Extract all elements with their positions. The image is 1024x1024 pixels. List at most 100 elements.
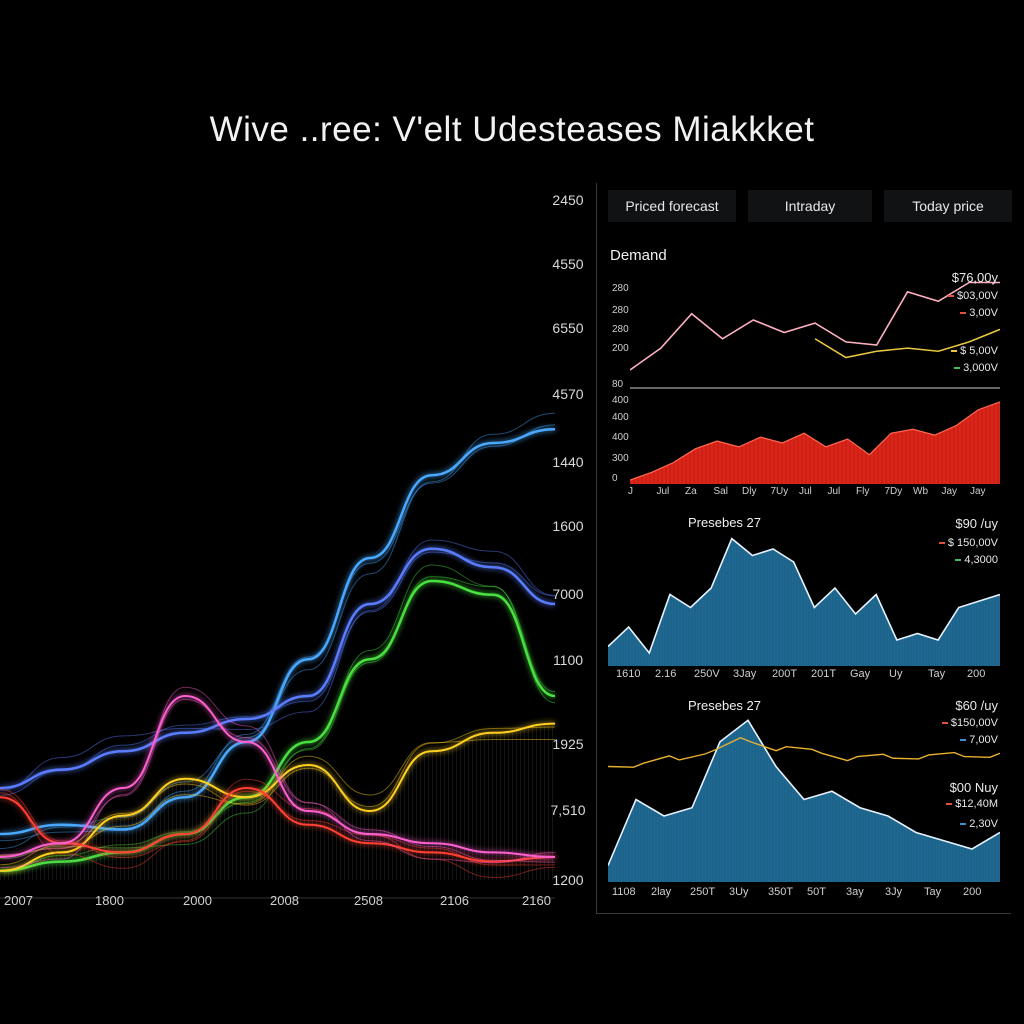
panel3-x-tick: 1610 [616, 668, 641, 680]
panel4-value-text: 7,00V [969, 734, 998, 746]
red-area-x-tick: Wb [913, 486, 928, 497]
red-area-y-tick: 400 [612, 432, 629, 443]
tab-priced-forecast[interactable]: Priced forecast [608, 190, 736, 222]
demand-value-text: 3,00V [969, 307, 998, 319]
panel4-value-top: 7,00V [960, 734, 998, 746]
left-series-echo-4-1 [0, 789, 556, 866]
left-y-tick: 1100 [552, 652, 584, 668]
red-area-x-tick: Dly [742, 486, 757, 497]
red-area-x-tick: Fly [856, 486, 870, 497]
red-area-x-tick: Jul [656, 486, 670, 497]
panel4-x-tick: 3Jy [885, 886, 903, 898]
left-y-tick: 1200 [552, 872, 584, 888]
panel3-x-tick: 250V [694, 668, 720, 680]
demand-value: $03,00V [948, 290, 998, 302]
left-y-tick: 7000 [552, 586, 584, 602]
left-y-tick: 1600 [552, 518, 584, 534]
panel3-value: $90 /uy [955, 516, 998, 531]
left-series-group [0, 412, 556, 899]
panel4-x-tick: 250T [690, 886, 716, 898]
panel3-value-text: 4,3000 [964, 554, 998, 566]
value-color-swatch [954, 367, 961, 370]
left-x-tick: 2000 [183, 893, 212, 908]
left-x-tick: 2007 [4, 893, 33, 908]
left-x-tick: 2508 [354, 893, 383, 908]
red-area-chart [630, 398, 1000, 484]
red-area-line [630, 401, 1000, 481]
page-title: Wive ..ree: V'elt Udesteases Miakkket [209, 110, 815, 149]
left-series-echo-1-2 [0, 539, 556, 791]
panel4-x-tick: 1108 [612, 886, 636, 898]
red-area-x-tick: 7Dy [884, 486, 903, 497]
panel4-value-text: $60 /uy [955, 698, 998, 713]
panel4-value-bottom: $00 Nuy [950, 780, 998, 795]
demand-y-tick: 280 [612, 283, 629, 294]
dashboard-panel [596, 183, 1011, 914]
panel3-x-tick: 2.16 [655, 668, 677, 680]
left-x-tick: 2160 [522, 893, 551, 908]
demand-y-tick: 80 [612, 379, 624, 390]
left-y-tick: 1440 [552, 454, 584, 470]
red-area-x-tick: Za [685, 486, 697, 497]
panel3-area-line [608, 537, 1000, 655]
left-series-echo-0-2 [0, 412, 556, 850]
demand-y-tick: 280 [612, 324, 629, 335]
left-x-tick: 2008 [270, 893, 299, 908]
panel4-x-tick: 2lay [651, 886, 672, 898]
left-y-tick: 4570 [552, 386, 584, 402]
panel4-area-line [608, 719, 1000, 866]
value-color-swatch [941, 722, 948, 725]
left-series-echo-4-2 [0, 778, 556, 878]
demand-value: $ 5,00V [951, 345, 998, 357]
left-series-line-3 [0, 722, 556, 872]
value-color-swatch [951, 350, 958, 353]
panel4-area-fill [608, 720, 1000, 882]
red-area-fill [630, 401, 1000, 484]
left-series-line-1 [0, 547, 556, 790]
panel4-value-top: $60 /uy [955, 698, 998, 713]
panel4-value-bottom: 2,30V [960, 818, 998, 830]
blue-area-chart-1 [608, 510, 1000, 666]
panel3-x-tick: Gay [850, 668, 871, 680]
left-y-tick: 4550 [552, 256, 584, 272]
panel3-area-fill [608, 538, 1000, 666]
panel4-x-tick: 200 [963, 886, 982, 898]
demand-series-line-1 [814, 328, 1000, 359]
left-x-tick: 2106 [440, 893, 469, 908]
red-area-x-tick: 7Uy [770, 486, 789, 497]
panel3-x-tick: 201T [811, 668, 837, 680]
demand-value: $76,00y [952, 270, 998, 285]
red-area-x-tick: Jul [827, 486, 841, 497]
left-series-line-4 [0, 786, 556, 863]
demand-value-text: $03,00V [957, 290, 998, 302]
panel4-value-text: 2,30V [969, 818, 998, 830]
value-color-swatch [946, 803, 953, 806]
red-area-x-tick: Sal [713, 486, 728, 497]
left-series-echo-3-1 [0, 726, 556, 866]
blue-area-chart-2 [608, 697, 1000, 882]
panel4-value-text: $00 Nuy [949, 780, 998, 795]
tab-intraday[interactable]: Intraday [748, 190, 872, 222]
value-color-swatch [955, 559, 962, 562]
left-y-tick: 1925 [552, 736, 584, 752]
panel4-value-text: $12,40M [955, 798, 998, 810]
left-series-line-5 [0, 694, 556, 858]
panel4-yellow-line [608, 736, 1000, 768]
left-hatch-area [0, 723, 555, 880]
tab-today-price[interactable]: Today price [884, 190, 1012, 222]
panel4-value-top: $150,00V [941, 717, 998, 729]
panel3-label: Presebes 27 [688, 515, 761, 530]
panel4-x-tick: 50T [807, 886, 826, 898]
panel3-value: $ 150,00V [938, 537, 998, 549]
red-area-y-tick: 400 [612, 412, 629, 423]
demand-value-text: $ 5,00V [960, 345, 998, 357]
panel3-x-tick: 200 [967, 668, 986, 680]
left-x-tick: 1800 [95, 893, 124, 908]
value-color-swatch [938, 542, 945, 545]
panel3-x-tick: 3Jay [733, 668, 757, 680]
left-series-echo-3-2 [0, 738, 556, 856]
demand-value: 3,00V [960, 307, 998, 319]
left-y-tick: 6550 [552, 320, 584, 336]
value-color-swatch [960, 312, 967, 315]
left-y-axis: 2450 4550 6550 4570 1440 1600 7000 1100 1925 7,51… [540, 180, 600, 900]
